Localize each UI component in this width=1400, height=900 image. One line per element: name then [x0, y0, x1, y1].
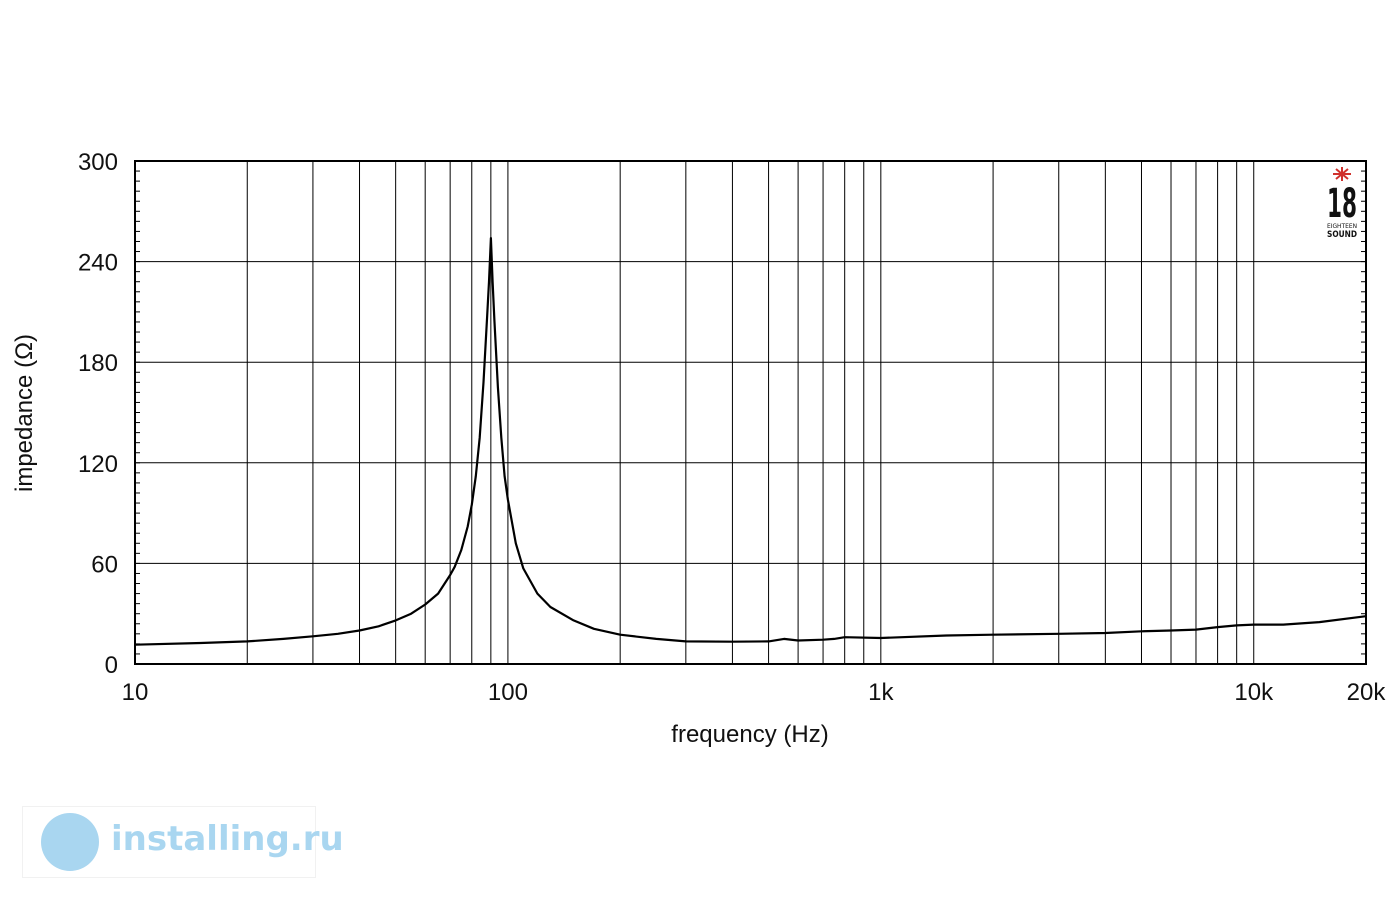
star-icon	[1333, 167, 1351, 181]
x-tick-label: 100	[488, 679, 528, 706]
x-tick-label: 10	[122, 679, 149, 706]
watermark: installing.ru	[22, 806, 344, 878]
y-tick-label: 120	[78, 451, 118, 478]
logo-number: 18	[1327, 181, 1357, 227]
horizontal-grid	[135, 261, 1366, 564]
y-axis-title: impedance (Ω)	[11, 334, 38, 492]
logo-line1: EIGHTEEN	[1327, 223, 1357, 230]
y-tick-label: 300	[78, 149, 118, 176]
x-tick-label: 10k	[1234, 679, 1274, 706]
watermark-text: installing.ru	[111, 819, 344, 859]
y-tick-label: 0	[105, 652, 118, 679]
logo-line2: SOUND	[1327, 230, 1357, 240]
x-tick-label: 1k	[868, 679, 894, 706]
x-tick-labels: 10 100 1k 10k 20k	[122, 679, 1387, 706]
watermark-logo-icon	[41, 813, 99, 871]
y-minor-ticks	[135, 160, 1366, 665]
impedance-curve	[134, 237, 1367, 646]
x-tick-label: 20k	[1347, 679, 1387, 706]
y-tick-label: 240	[78, 250, 118, 277]
x-axis-title: frequency (Hz)	[671, 721, 828, 748]
y-tick-label: 180	[78, 350, 118, 377]
eighteen-sound-logo: 18 EIGHTEEN SOUND	[1327, 167, 1357, 240]
y-tick-label: 60	[91, 551, 118, 578]
vertical-grid	[246, 161, 1255, 664]
plot-frame	[134, 160, 1367, 665]
y-tick-labels: 0 60 120 180 240 300	[78, 149, 118, 679]
